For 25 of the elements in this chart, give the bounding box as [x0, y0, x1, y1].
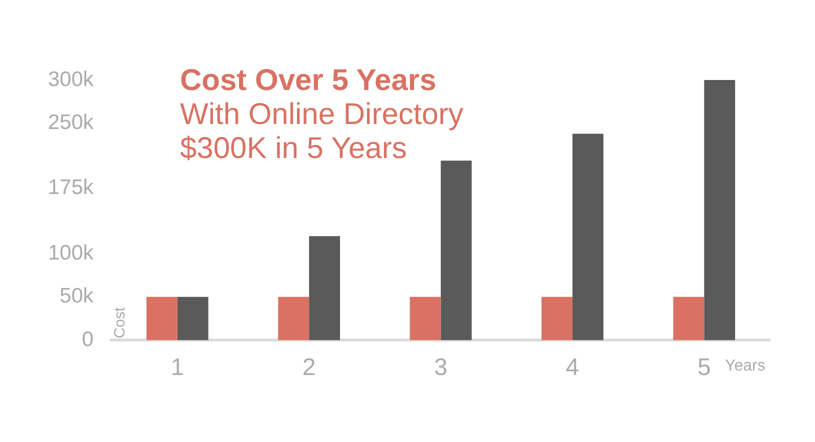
x-tick-label: 5	[697, 354, 711, 382]
y-tick-label: 100k	[48, 241, 94, 264]
bar	[440, 160, 472, 340]
bar	[704, 80, 736, 340]
bar	[572, 134, 604, 340]
bar	[177, 296, 208, 340]
y-tick-label: 250k	[48, 111, 94, 134]
y-tick-label: 300k	[48, 68, 94, 91]
bar	[309, 236, 340, 340]
bar	[542, 296, 572, 340]
x-tick-label: 3	[434, 354, 448, 382]
text: With Online Directory $300K in 5 Years	[180, 98, 464, 165]
x-axis-title: Years	[725, 358, 766, 375]
y-tick-label: 0	[82, 328, 94, 351]
chart-title: Cost Over 5 Years	[180, 64, 438, 98]
x-tick-label: 2	[302, 354, 316, 382]
x-tick-label: 1	[170, 354, 184, 382]
bar	[673, 296, 704, 340]
bar	[410, 296, 441, 340]
bar	[146, 296, 178, 340]
y-tick-label: 50k	[60, 284, 94, 308]
y-tick-label: 175k	[48, 176, 94, 200]
x-tick-label: 4	[566, 354, 580, 382]
bar	[278, 296, 310, 340]
y-axis-title: Cost	[112, 306, 129, 338]
